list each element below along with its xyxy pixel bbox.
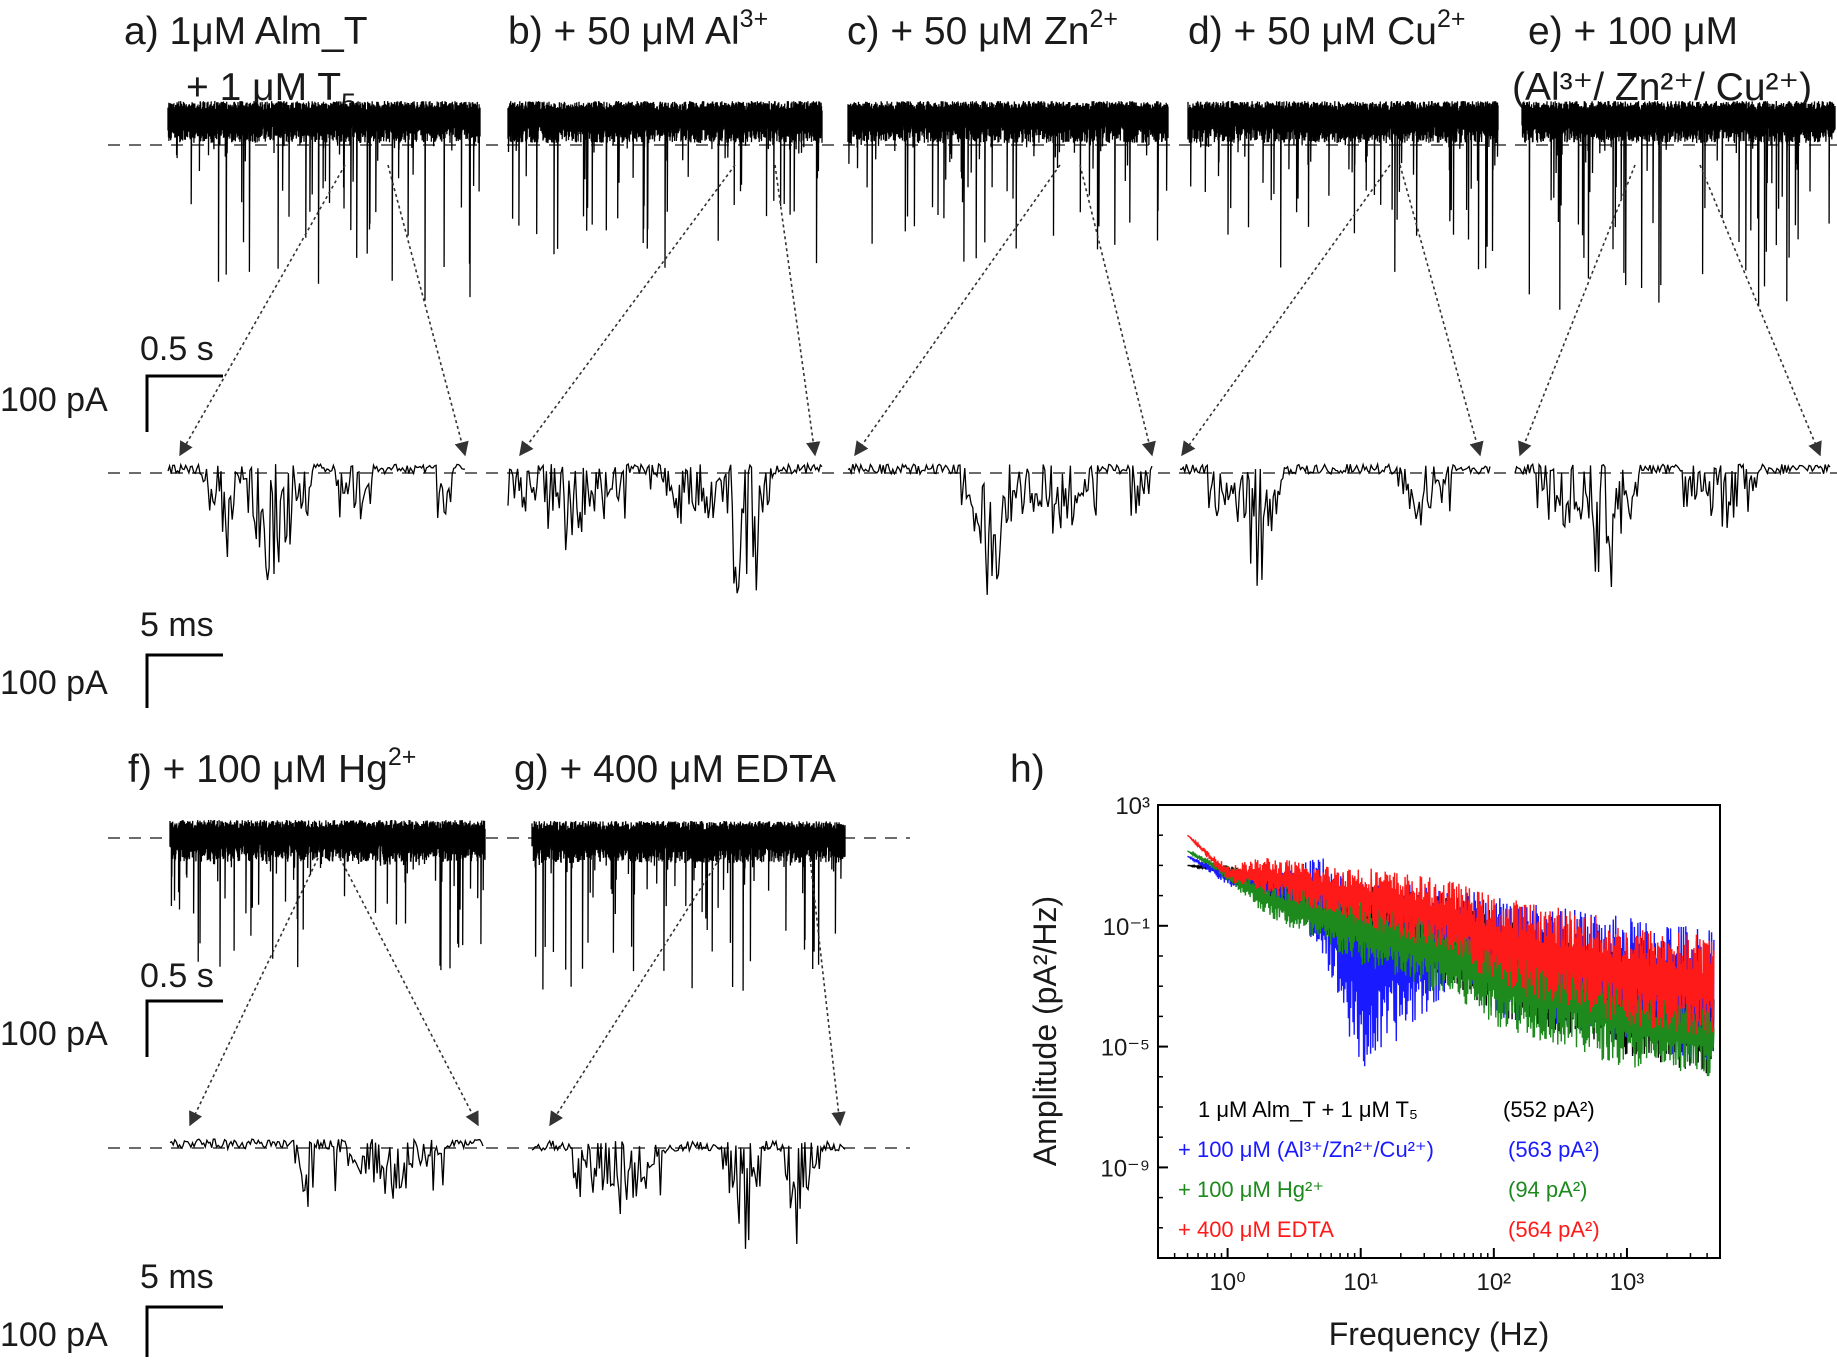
- long-trace-g: [531, 820, 846, 991]
- y-tick-label: 10⁻⁹: [1100, 1155, 1150, 1182]
- zoom-arrow-d-right: [1399, 164, 1484, 457]
- zoom-arrow-a-left: [179, 164, 346, 457]
- x-tick-label: 10²: [1476, 1269, 1511, 1296]
- zoom-arrow-b-left: [519, 164, 736, 457]
- current-traces: [167, 100, 1836, 1249]
- psd-series-group: [1186, 834, 1715, 1077]
- zoom-arrow-f-right: [339, 857, 479, 1127]
- x-tick-label: 10⁰: [1209, 1269, 1245, 1296]
- legend-entry-note: (94 pA²): [1508, 1177, 1587, 1202]
- short-trace-f: [169, 1137, 484, 1207]
- y-tick-label: 10³: [1115, 793, 1150, 820]
- scale-bar-bottom-short: 5 ms 100 pA: [0, 1258, 223, 1357]
- y-tick-label: 10⁻¹: [1103, 914, 1150, 941]
- long-trace-e: [1521, 100, 1836, 310]
- x-tick-label: 10³: [1610, 1269, 1645, 1296]
- zoom-arrow-a-right: [387, 164, 469, 457]
- panel-d-title: d) + 50 μM Cu2+: [1188, 5, 1466, 53]
- legend: 1 μM Alm_T + 1 μM T₅ (552 pA²) + 100 μM (A…: [1178, 1097, 1600, 1242]
- scale-bar-shape: [145, 374, 223, 432]
- legend-entry-name: + 100 μM (Al³⁺/Zn²⁺/Cu²⁺): [1178, 1137, 1434, 1162]
- long-trace-f: [169, 819, 486, 971]
- zoom-arrow-f-left: [189, 857, 319, 1127]
- legend-entry-note: (563 pA²): [1508, 1137, 1600, 1162]
- y-axis-label: Amplitude (pA²/Hz): [1027, 896, 1063, 1166]
- psd-axes: 10⁰ 10¹ 10² 10³ 10³ 10⁻¹ 10⁻⁵ 10⁻⁹: [1100, 793, 1721, 1296]
- panel-e-title-line2: (Al³⁺/ Zn²⁺/ Cu²⁺): [1512, 66, 1812, 109]
- panel-titles: a) 1μM Alm_T + 1 μM T5 b) + 50 μM Al3+ c…: [124, 5, 1812, 791]
- short-trace-c: [847, 462, 1153, 595]
- legend-entry-name: 1 μM Alm_T + 1 μM T₅: [1198, 1097, 1418, 1122]
- plot-frame: [1157, 804, 1721, 1259]
- long-trace-b: [507, 100, 823, 268]
- panel-g-title: g) + 400 μM EDTA: [514, 748, 836, 791]
- legend-entry-note: (552 pA²): [1503, 1097, 1595, 1122]
- scale-time-label: 5 ms: [140, 606, 214, 644]
- zoom-arrow-e-left: [1518, 164, 1636, 457]
- scale-bar-shape: [145, 653, 223, 708]
- panel-a-title-line1: a) 1μM Alm_T: [124, 10, 368, 53]
- panel-h-title: h): [1010, 748, 1045, 791]
- psd-series-line-3: [1186, 834, 1715, 1035]
- scale-current-label: 100 pA: [0, 1316, 108, 1354]
- zoom-arrow-d-left: [1181, 164, 1391, 457]
- y-tick-label: 10⁻⁵: [1101, 1035, 1150, 1062]
- legend-entry-note: (564 pA²): [1508, 1217, 1600, 1242]
- short-trace-e: [1514, 462, 1831, 588]
- short-trace-a: [167, 462, 466, 581]
- power-spectrum-chart: 10⁰ 10¹ 10² 10³ 10³ 10⁻¹ 10⁻⁵ 10⁻⁹ Frequency (H…: [1027, 793, 1721, 1352]
- zoom-arrow-g-left: [549, 857, 721, 1127]
- long-trace-d: [1187, 100, 1499, 272]
- legend-entry-name: + 100 μM Hg²⁺: [1178, 1177, 1324, 1202]
- scale-current-label: 100 pA: [0, 381, 108, 419]
- scale-bar-top-short: 5 ms 100 pA: [0, 606, 223, 708]
- short-trace-g: [531, 1139, 846, 1249]
- panel-f-title: f) + 100 μM Hg2+: [128, 743, 416, 791]
- x-tick-label: 10¹: [1343, 1269, 1378, 1296]
- zoom-arrow-e-right: [1699, 164, 1822, 457]
- zoom-arrow-c-left: [854, 164, 1061, 457]
- scale-current-label: 100 pA: [0, 664, 108, 702]
- scale-time-label: 0.5 s: [140, 957, 214, 995]
- scale-bar-top-long: 0.5 s 100 pA: [0, 330, 223, 432]
- long-trace-a: [167, 100, 481, 301]
- x-axis-label: Frequency (Hz): [1329, 1316, 1550, 1352]
- zoom-arrow-b-right: [774, 164, 821, 457]
- zoom-arrow-c-right: [1079, 164, 1156, 457]
- scale-time-label: 5 ms: [140, 1258, 214, 1296]
- scale-time-label: 0.5 s: [140, 330, 214, 368]
- scale-bar-shape: [145, 1305, 223, 1357]
- legend-entry-name: + 400 μM EDTA: [1178, 1217, 1334, 1242]
- scale-bar-bottom-long: 0.5 s 100 pA: [0, 957, 223, 1057]
- zoom-pointers: [179, 164, 1822, 1127]
- short-trace-d: [1179, 461, 1491, 586]
- long-trace-c: [847, 100, 1169, 262]
- panel-b-title: b) + 50 μM Al3+: [508, 5, 768, 53]
- short-trace-b: [507, 461, 823, 594]
- zoom-arrow-g-right: [809, 857, 846, 1127]
- panel-c-title: c) + 50 μM Zn2+: [847, 5, 1118, 53]
- scale-current-label: 100 pA: [0, 1015, 108, 1053]
- panel-e-title-line1: e) + 100 μM: [1528, 10, 1738, 53]
- scale-bar-shape: [145, 999, 223, 1057]
